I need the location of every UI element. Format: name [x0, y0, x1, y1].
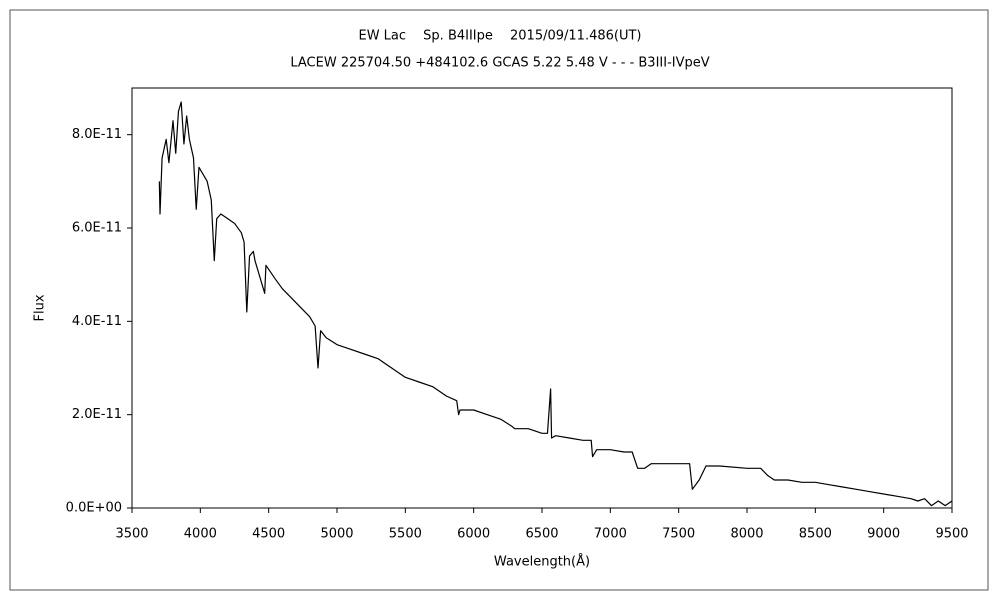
x-tick-label: 8500 [799, 527, 832, 542]
x-tick-label: 6500 [525, 527, 558, 542]
x-tick-label: 9000 [867, 527, 900, 542]
x-tick-label: 8000 [730, 527, 763, 542]
spectrum-line [158, 101, 953, 507]
x-tick-label: 5000 [320, 527, 353, 542]
y-tick-label: 4.0E-11 [72, 314, 122, 329]
y-axis-label: Flux [33, 294, 48, 321]
x-tick-label: 7000 [594, 527, 627, 542]
x-tick-label: 3500 [115, 527, 148, 542]
x-tick-label: 4500 [252, 527, 285, 542]
chart-subtitle: LACEW 225704.50 +484102.6 GCAS 5.22 5.48… [290, 56, 709, 71]
y-tick-label: 6.0E-11 [72, 221, 122, 236]
x-axis-label: Wavelength(Å) [494, 554, 590, 570]
x-tick-label: 4000 [184, 527, 217, 542]
y-tick-label: 2.0E-11 [72, 407, 122, 422]
x-tick-label: 7500 [662, 527, 695, 542]
x-tick-label: 5500 [389, 527, 422, 542]
y-tick-label: 8.0E-11 [72, 127, 122, 142]
y-tick-label: 0.0E+00 [66, 501, 122, 516]
x-tick-label: 6000 [457, 527, 490, 542]
chart-title: EW Lac Sp. B4IIIpe 2015/09/11.486(UT) [358, 29, 641, 44]
x-tick-label: 9500 [935, 527, 968, 542]
frame [9, 9, 989, 591]
